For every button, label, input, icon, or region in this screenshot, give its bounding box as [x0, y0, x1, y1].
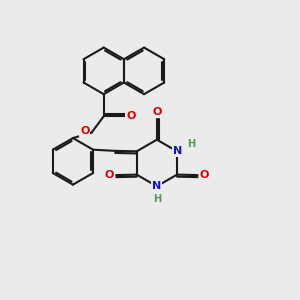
Text: N: N: [173, 146, 182, 156]
Text: H: H: [187, 139, 196, 149]
Text: O: O: [200, 170, 209, 180]
Text: H: H: [153, 194, 161, 204]
Text: O: O: [152, 107, 161, 117]
Text: O: O: [80, 126, 89, 136]
Text: O: O: [105, 170, 114, 180]
Text: N: N: [152, 181, 161, 191]
Text: O: O: [126, 111, 136, 121]
